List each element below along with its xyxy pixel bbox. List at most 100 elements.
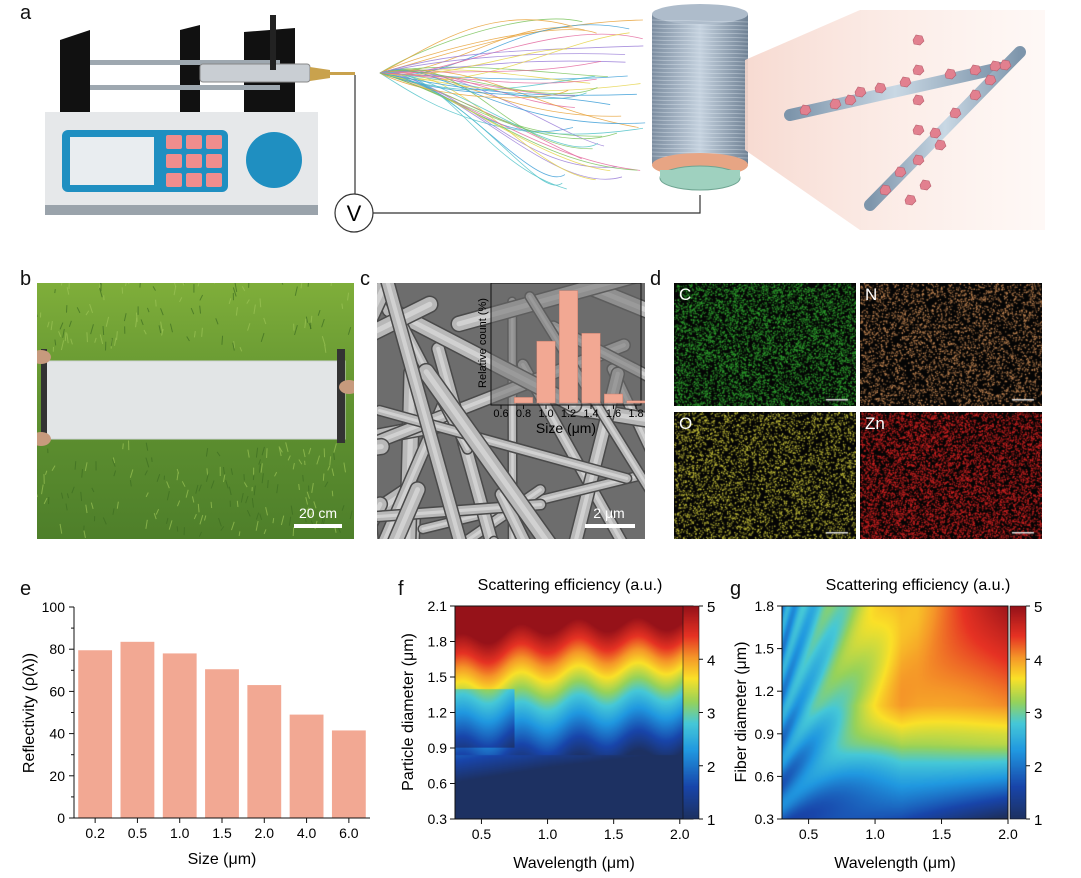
histogram-bar [604, 393, 623, 404]
eds-map-o [674, 412, 856, 539]
heatmap-f-colorbar-frame [682, 605, 700, 820]
heatmap-g-y-tick-label: 0.9 [755, 726, 775, 742]
histogram-bar [626, 400, 645, 404]
panel-label-b: b [20, 268, 32, 290]
reflectivity-y-tick-label: 40 [49, 726, 65, 742]
reflectivity-bar [120, 641, 155, 818]
heatmap-f-colorbar-tick-label: 3 [707, 706, 715, 723]
histogram-bar [581, 333, 601, 404]
eds-map-c [674, 283, 856, 406]
voltage-symbol: V [347, 201, 362, 226]
heatmap-g-x-tick-label: 1.0 [865, 826, 885, 842]
histogram-bar [514, 397, 533, 404]
particle-scattering-heatmap: Scattering efficiency (a.u.) 0.5 1.0 1.5 2.… [400, 577, 715, 872]
histogram-tick-label: 1.6 [606, 408, 621, 420]
heatmap-g-y-tick-label: 1.8 [755, 598, 775, 614]
reflectivity-bar [289, 714, 324, 818]
heatmap-f-colorbar-tick-label: 2 [707, 759, 715, 776]
fabric-photo: 20 cm [37, 283, 354, 539]
heatmap-f-y-tick-label: 1.2 [428, 705, 448, 721]
photo-scale-bar-label: 20 cm [299, 505, 337, 521]
heatmap-g-xlabel: Wavelength (μm) [834, 855, 956, 872]
histogram-tick-label: 0.6 [493, 408, 508, 420]
eds-label-c: C [679, 285, 692, 304]
voltage-source-icon [334, 193, 374, 233]
reflectivity-x-tick-label: 6.0 [339, 825, 359, 841]
heatmap-g-ylabel: Fiber diameter (μm) [733, 642, 750, 783]
heatmap-f-x-tick-label: 0.5 [472, 826, 492, 842]
heatmap-f-title: Scattering efficiency (a.u.) [478, 577, 663, 594]
reflectivity-bar [247, 685, 282, 818]
histogram-tick-label: 1.4 [583, 408, 598, 420]
reflectivity-x-tick-label: 2.0 [255, 825, 275, 841]
heatmap-g-colorbar-tick-label: 1 [1034, 812, 1042, 829]
reflectivity-x-tick-label: 0.5 [128, 825, 148, 841]
zoom-beam [745, 10, 1045, 230]
histogram-xlabel: Size (μm) [536, 420, 596, 436]
reflectivity-bar [78, 650, 113, 818]
reflectivity-y-tick-label: 60 [49, 683, 65, 699]
reflectivity-x-tick-label: 1.5 [212, 825, 232, 841]
sem-scale-bar-label: 2 μm [593, 505, 624, 521]
heatmap-g-y-tick-label: 1.5 [755, 641, 775, 657]
sem-image: 2 μm [377, 283, 645, 539]
eds-map-zn [860, 412, 1042, 539]
heatmap-f-x-tick-label: 2.0 [670, 826, 690, 842]
reflectivity-y-tick-label: 20 [49, 768, 65, 784]
voltage-circuit [354, 75, 701, 214]
panel-label-f: f [398, 578, 404, 600]
histogram-tick-label: 1.0 [538, 408, 553, 420]
heatmap-g-x-tick-label: 2.0 [998, 826, 1018, 842]
reflectivity-y-tick-label: 100 [42, 599, 66, 615]
panel-label-g: g [730, 578, 742, 600]
reflectivity-bar [205, 669, 239, 818]
heatmap-f-colorbar-tick-label: 5 [707, 599, 715, 616]
heatmap-f-colorbar-tick-label: 4 [707, 652, 715, 669]
heatmap-f-y-tick-label: 1.5 [428, 669, 448, 685]
histogram-bar [536, 340, 556, 404]
fiber-collector [651, 4, 749, 191]
heatmap-g-colorbar-frame [1009, 605, 1027, 820]
heatmap-g-y-tick-label: 0.6 [755, 768, 775, 784]
histogram-bar [559, 290, 578, 404]
heatmap-f-ylabel: Particle diameter (μm) [400, 633, 417, 791]
histogram-ylabel: Relative count (%) [477, 298, 489, 388]
heatmap-f-y-tick-label: 0.6 [428, 776, 448, 792]
reflectivity-bar [162, 653, 197, 818]
panel-label-a: a [20, 2, 32, 24]
syringe-pump [45, 15, 355, 215]
size-histogram-inset: 0.6 0.8 1.0 1.2 1.4 1.6 1.8 Size (μm) Relative… [477, 283, 645, 436]
fiber-model [784, 11, 1026, 217]
reflectivity-x-tick-label: 4.0 [297, 825, 317, 841]
heatmap-f-xlabel: Wavelength (μm) [513, 855, 635, 872]
heatmap-g-x-tick-label: 0.5 [799, 826, 819, 842]
heatmap-g-colorbar-tick-label: 2 [1034, 759, 1042, 776]
heatmap-f-y-tick-label: 2.1 [428, 598, 448, 614]
heatmap-g-title: Scattering efficiency (a.u.) [826, 577, 1011, 594]
reflectivity-y-tick-label: 80 [49, 641, 65, 657]
eds-maps: C N O Zn [674, 283, 1048, 539]
heatmap-f-colorbar-tick-label: 1 [707, 812, 715, 829]
electrospinning-schematic: V [45, 4, 1045, 233]
eds-label-o: O [679, 414, 693, 433]
panel-label-c: c [360, 268, 370, 290]
eds-label-n: N [865, 285, 878, 304]
histogram-tick-label: 1.2 [561, 408, 576, 420]
eds-label-zn: Zn [865, 414, 885, 433]
heatmap-g-y-tick-label: 0.3 [755, 811, 775, 827]
heatmap-g-colorbar-tick-label: 4 [1034, 652, 1042, 669]
reflectivity-xlabel: Size (μm) [188, 851, 257, 868]
histogram-tick-label: 0.8 [516, 408, 531, 420]
reflectivity-chart: 0.2 0.5 1.0 1.5 2.0 4.0 6.0 0 20 40 60 80 100 Size (… [21, 599, 370, 868]
eds-map-n [860, 283, 1042, 406]
heatmap-f-y-tick-label: 0.3 [428, 811, 448, 827]
reflectivity-bar [331, 730, 366, 818]
fiber-scattering-heatmap: Scattering efficiency (a.u.) 0.5 1.0 1.5 2.… [733, 577, 1042, 872]
reflectivity-y-tick-label: 0 [57, 810, 65, 826]
heatmap-g-colorbar-tick-label: 5 [1034, 599, 1042, 616]
heatmap-f-x-tick-label: 1.5 [604, 826, 624, 842]
fiber-jet [379, 18, 646, 190]
reflectivity-x-tick-label: 1.0 [170, 825, 190, 841]
heatmap-g-colorbar-tick-label: 3 [1034, 706, 1042, 723]
heatmap-f-x-tick-label: 1.0 [538, 826, 558, 842]
